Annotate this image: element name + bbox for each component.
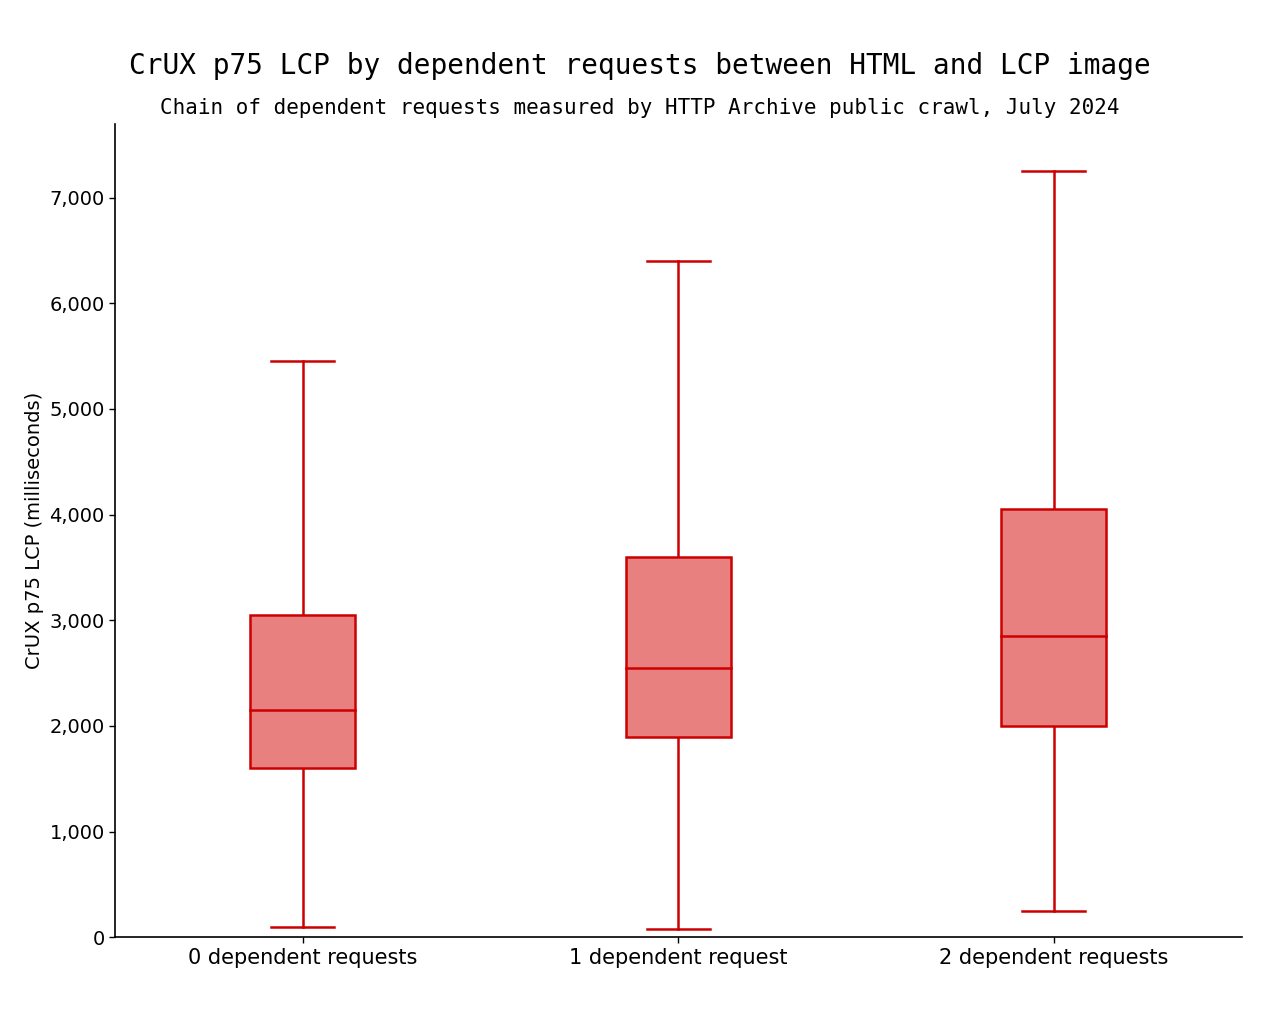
- Y-axis label: CrUX p75 LCP (milliseconds): CrUX p75 LCP (milliseconds): [24, 391, 44, 670]
- Bar: [626, 557, 731, 736]
- Bar: [1001, 509, 1106, 726]
- Text: CrUX p75 LCP by dependent requests between HTML and LCP image: CrUX p75 LCP by dependent requests betwe…: [129, 52, 1151, 79]
- Text: Chain of dependent requests measured by HTTP Archive public crawl, July 2024: Chain of dependent requests measured by …: [160, 98, 1120, 117]
- Bar: [251, 615, 356, 768]
